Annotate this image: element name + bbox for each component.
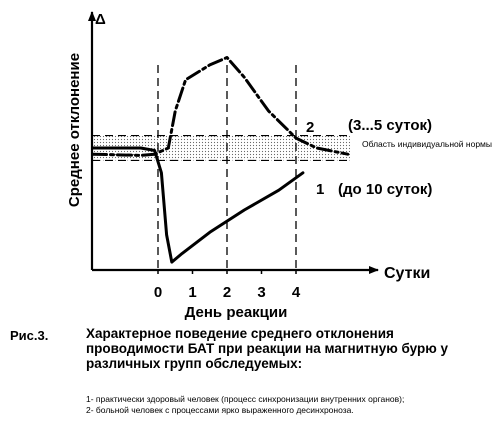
series-1-annotation: (до 10 суток): [338, 181, 432, 198]
x-tick-labels: 0 1 2 3 4: [154, 270, 301, 301]
figure-label: Рис.3.: [10, 328, 49, 343]
guide-lines: [92, 65, 350, 270]
caption-notes: 1- практически здоровый человек (процесс…: [86, 394, 491, 416]
caption-note-2: 2- больной человек с процессами ярко выр…: [86, 405, 354, 415]
x-tick-label-2: 2: [223, 284, 231, 301]
x-axis-label: Сутки: [384, 265, 430, 282]
y-axis-symbol: Δ: [95, 11, 106, 28]
series-2-line: [91, 56, 350, 157]
band-label: Область индивидуальной нормы: [362, 139, 492, 149]
x-tick-label-4: 4: [292, 284, 301, 301]
series-1-name: 1: [316, 181, 324, 198]
series-2-name: 2: [306, 119, 314, 136]
series-1-line: [91, 146, 305, 264]
series-layer: 1 (до 10 суток) 2 (3...5 суток): [91, 56, 432, 264]
x-tick-label-3: 3: [257, 284, 265, 301]
x-axis-caption: День реакции: [185, 304, 288, 321]
series-2-annotation: (3...5 суток): [348, 117, 432, 134]
y-axis-label: Среднее отклонение: [66, 53, 83, 207]
caption-text: Характерное поведение среднего отклонени…: [86, 326, 449, 371]
x-tick-label-0: 0: [154, 284, 162, 301]
chart: Δ Среднее отклонение Сутки День реакции …: [66, 11, 492, 321]
x-tick-label-1: 1: [188, 284, 196, 301]
caption-note-1: 1- практически здоровый человек (процесс…: [86, 394, 405, 404]
